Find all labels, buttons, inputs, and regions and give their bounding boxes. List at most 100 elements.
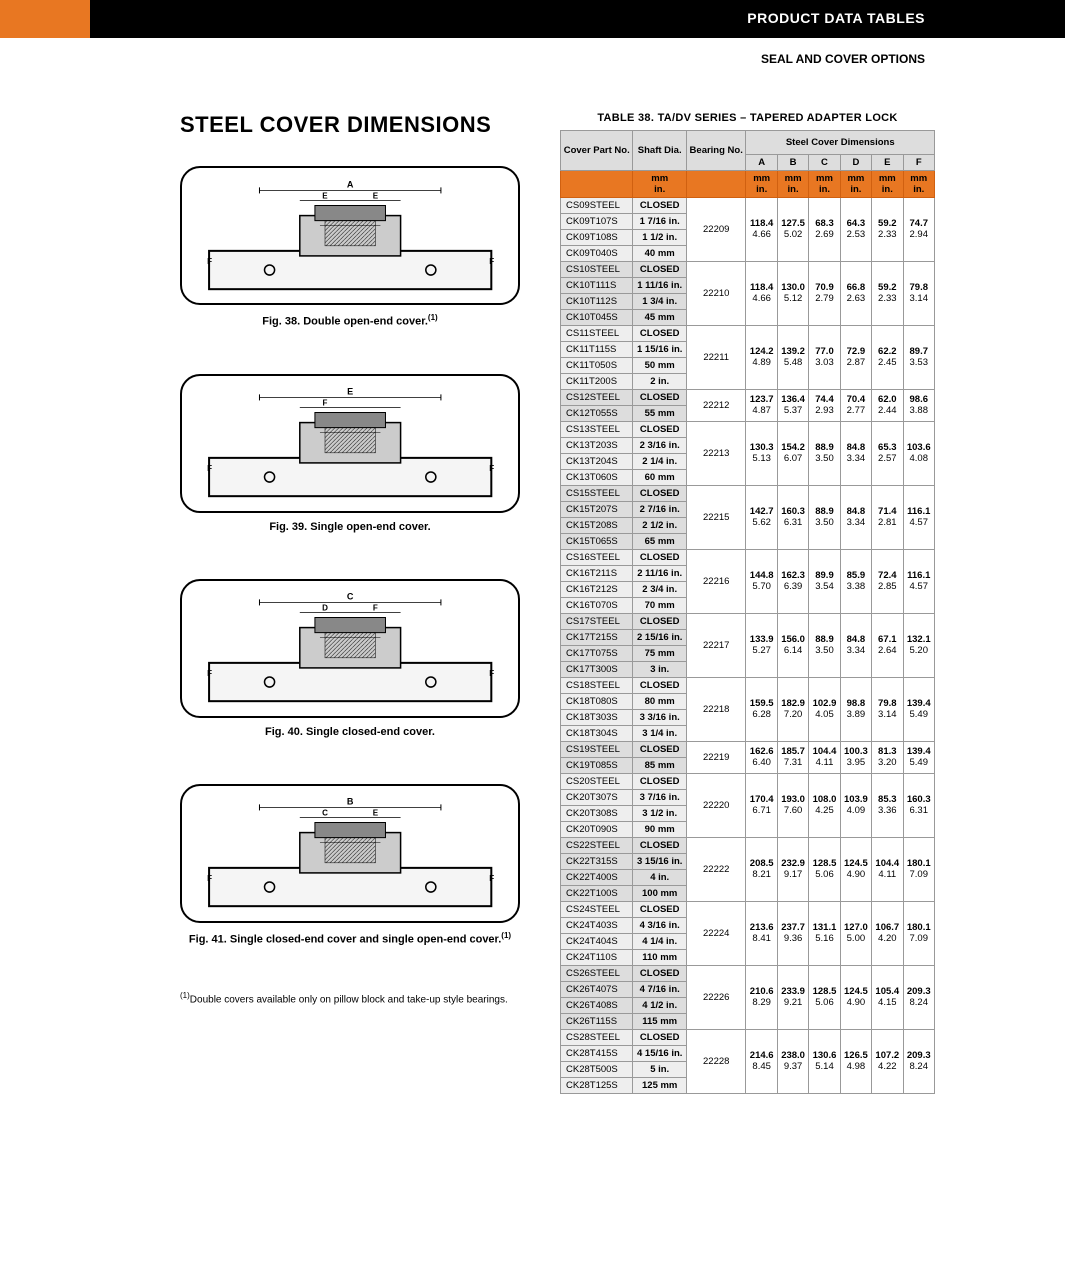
cell-part-no: CK26T115S	[561, 1014, 633, 1030]
th-dim-D: D	[840, 155, 871, 171]
cell-part-no: CK18T304S	[561, 726, 633, 742]
cell-dim: 71.42.81	[872, 486, 903, 550]
cell-dim: 160.36.31	[903, 774, 935, 838]
cell-dim: 139.45.49	[903, 678, 935, 742]
cell-part-no: CK16T212S	[561, 582, 633, 598]
cell-shaft-dia: 60 mm	[633, 470, 687, 486]
cell-part-no: CK24T110S	[561, 950, 633, 966]
svg-text:F: F	[489, 669, 494, 678]
cell-dim: 68.32.69	[809, 198, 840, 262]
cell-shaft-dia: 80 mm	[633, 694, 687, 710]
header-bar: PRODUCT DATA TABLES	[90, 0, 1065, 38]
cell-part-no: CK24T404S	[561, 934, 633, 950]
cell-dim: 88.93.50	[809, 614, 840, 678]
cell-shaft-dia: CLOSED	[633, 774, 687, 790]
cell-dim: 84.83.34	[840, 486, 871, 550]
svg-text:D: D	[322, 604, 328, 613]
cell-shaft-dia: 4 15/16 in.	[633, 1046, 687, 1062]
cell-bearing-no: 22220	[686, 774, 746, 838]
cell-part-no: CK20T307S	[561, 790, 633, 806]
dimensions-table: Cover Part No. Shaft Dia. Bearing No. St…	[560, 130, 935, 1094]
cell-part-no: CK17T075S	[561, 646, 633, 662]
svg-text:F: F	[322, 399, 327, 408]
cell-shaft-dia: 4 3/16 in.	[633, 918, 687, 934]
cell-shaft-dia: CLOSED	[633, 838, 687, 854]
cell-dim: 62.02.44	[872, 390, 903, 422]
svg-text:F: F	[373, 604, 378, 613]
cell-dim: 162.36.39	[777, 550, 808, 614]
cell-dim: 144.85.70	[746, 550, 777, 614]
figure-caption-39: Fig. 39. Single open-end cover.	[180, 521, 520, 533]
unit-mm: mmin.	[633, 171, 687, 198]
cell-part-no: CK28T125S	[561, 1078, 633, 1094]
left-column: STEEL COVER DIMENSIONS A EE F F Fig. 38.…	[180, 112, 520, 1094]
cell-shaft-dia: 1 1/2 in.	[633, 230, 687, 246]
cell-dim: 98.83.89	[840, 678, 871, 742]
table-title: TABLE 38. TA/DV SERIES – TAPERED ADAPTER…	[560, 112, 935, 124]
cell-dim: 162.66.40	[746, 742, 777, 774]
unit-cell: mmin.	[872, 171, 903, 198]
cell-dim: 130.65.14	[809, 1030, 840, 1094]
page-tab	[0, 0, 90, 38]
cell-part-no: CS09STEEL	[561, 198, 633, 214]
cell-part-no: CK18T303S	[561, 710, 633, 726]
cell-part-no: CS19STEEL	[561, 742, 633, 758]
cell-dim: 88.93.50	[809, 422, 840, 486]
cell-shaft-dia: 65 mm	[633, 534, 687, 550]
cell-shaft-dia: CLOSED	[633, 486, 687, 502]
cell-dim: 89.93.54	[809, 550, 840, 614]
cell-dim: 131.15.16	[809, 902, 840, 966]
cell-dim: 156.06.14	[777, 614, 808, 678]
header-title: PRODUCT DATA TABLES	[747, 10, 925, 26]
cell-shaft-dia: CLOSED	[633, 198, 687, 214]
diagram-svg: E F F F	[199, 382, 501, 504]
cell-shaft-dia: CLOSED	[633, 422, 687, 438]
cell-part-no: CK19T085S	[561, 758, 633, 774]
cell-dim: 88.93.50	[809, 486, 840, 550]
svg-text:F: F	[489, 464, 494, 473]
cell-shaft-dia: 2 3/16 in.	[633, 438, 687, 454]
cell-dim: 233.99.21	[777, 966, 808, 1030]
cell-dim: 136.45.37	[777, 390, 808, 422]
cell-shaft-dia: CLOSED	[633, 966, 687, 982]
cell-dim: 130.35.13	[746, 422, 777, 486]
cell-shaft-dia: 85 mm	[633, 758, 687, 774]
cell-shaft-dia: 100 mm	[633, 886, 687, 902]
cell-dim: 103.64.08	[903, 422, 935, 486]
cell-shaft-dia: 3 1/2 in.	[633, 806, 687, 822]
cell-part-no: CK17T215S	[561, 630, 633, 646]
cell-part-no: CK11T200S	[561, 374, 633, 390]
cell-dim: 67.12.64	[872, 614, 903, 678]
cell-part-no: CK15T207S	[561, 502, 633, 518]
figure-39: E F F F	[180, 374, 520, 513]
svg-text:E: E	[347, 387, 353, 397]
figure-41: B CE F F	[180, 784, 520, 923]
cell-part-no: CK26T408S	[561, 998, 633, 1014]
cell-part-no: CK26T407S	[561, 982, 633, 998]
cell-bearing-no: 22217	[686, 614, 746, 678]
unit-cell: mmin.	[903, 171, 935, 198]
cell-part-no: CK22T400S	[561, 870, 633, 886]
svg-text:E: E	[322, 191, 328, 200]
cell-part-no: CS11STEEL	[561, 326, 633, 342]
cell-dim: 84.83.34	[840, 422, 871, 486]
cell-part-no: CK15T208S	[561, 518, 633, 534]
cell-bearing-no: 22209	[686, 198, 746, 262]
cell-part-no: CK20T090S	[561, 822, 633, 838]
cell-part-no: CS16STEEL	[561, 550, 633, 566]
cell-dim: 70.42.77	[840, 390, 871, 422]
cell-part-no: CS17STEEL	[561, 614, 633, 630]
cell-shaft-dia: 3 7/16 in.	[633, 790, 687, 806]
cell-shaft-dia: 2 11/16 in.	[633, 566, 687, 582]
cell-shaft-dia: 75 mm	[633, 646, 687, 662]
cell-part-no: CS18STEEL	[561, 678, 633, 694]
cell-dim: 210.68.29	[746, 966, 777, 1030]
cell-part-no: CS20STEEL	[561, 774, 633, 790]
cell-dim: 133.95.27	[746, 614, 777, 678]
cell-part-no: CK22T315S	[561, 854, 633, 870]
th-cover-part: Cover Part No.	[561, 131, 633, 171]
cell-dim: 118.44.66	[746, 198, 777, 262]
cell-shaft-dia: CLOSED	[633, 902, 687, 918]
figure-caption-38: Fig. 38. Double open-end cover.(1)	[180, 313, 520, 328]
cell-dim: 107.24.22	[872, 1030, 903, 1094]
